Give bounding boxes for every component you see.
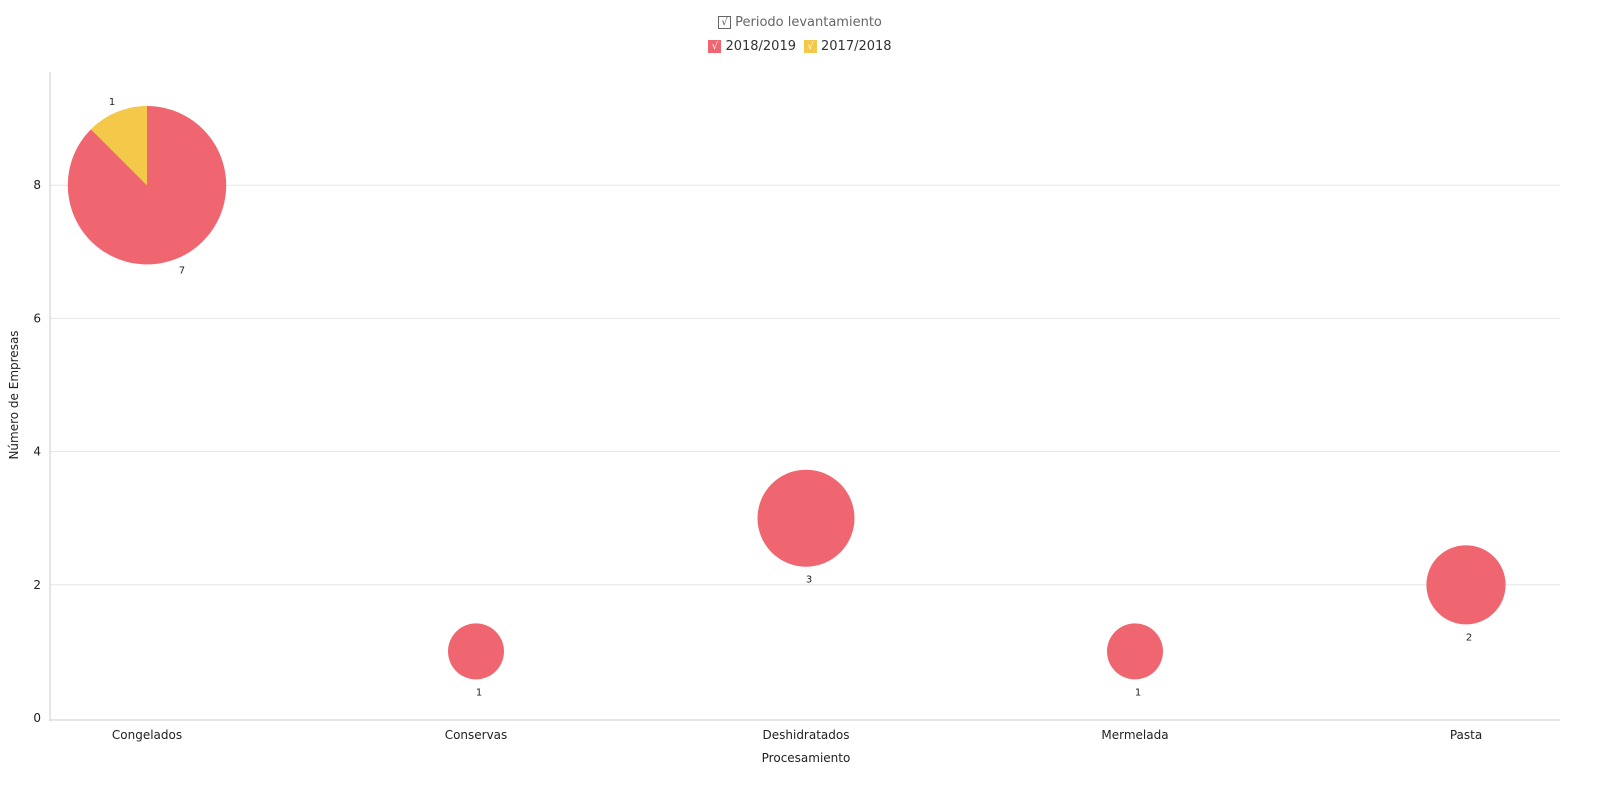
axes: 0 2 4 6 8 Congelados Conservas Deshidratados Mer… (7, 72, 1560, 765)
x-tick-label: Congelados (112, 728, 182, 742)
gridlines (50, 184, 1560, 586)
y-tick-label: 4 (33, 445, 41, 459)
data-label: 1 (1135, 687, 1141, 698)
y-axis-title: Número de Empresas (7, 330, 21, 459)
pie-slice (67, 106, 227, 265)
chart-labels: 7 1 1 3 1 2 (109, 97, 1472, 698)
legend-item-2017-2018[interactable]: √ 2017/2018 (804, 39, 892, 54)
data-label: 1 (109, 97, 115, 108)
legend-item-label: 2018/2019 (725, 38, 796, 54)
legend-checkbox-icon[interactable]: √ (708, 39, 722, 53)
legend-item-2018-2019[interactable]: √ 2018/2019 (708, 39, 796, 54)
data-label: 1 (476, 687, 482, 698)
y-tick-label: 8 (33, 178, 41, 192)
chart-marks (67, 106, 1506, 680)
legend-title-checkbox-icon[interactable]: √ (718, 15, 732, 29)
data-label: 7 (179, 265, 185, 276)
x-tick-label: Deshidratados (763, 728, 850, 742)
x-tick-label: Pasta (1450, 728, 1482, 742)
y-tick-label: 0 (33, 711, 41, 725)
x-axis-title: Procesamiento (762, 751, 851, 765)
data-label: 3 (806, 575, 812, 586)
legend-title-label: Periodo levantamiento (735, 14, 882, 30)
pie-slice (91, 106, 147, 186)
legend-title[interactable]: √ Periodo levantamiento (718, 15, 882, 30)
bubble-point (1107, 623, 1163, 680)
data-label: 2 (1466, 632, 1472, 643)
bubble-point (757, 469, 855, 567)
legend-checkbox-icon[interactable]: √ (804, 39, 817, 53)
legend-item-label: 2017/2018 (821, 38, 892, 54)
legend: √ Periodo levantamiento √ 2018/2019 √ 20… (0, 10, 1600, 58)
y-tick-label: 2 (33, 578, 41, 592)
bubble-point (1426, 545, 1506, 625)
bubble-point (448, 623, 504, 680)
x-tick-label: Conservas (445, 728, 508, 742)
y-tick-label: 6 (33, 311, 41, 325)
x-tick-label: Mermelada (1101, 728, 1168, 742)
